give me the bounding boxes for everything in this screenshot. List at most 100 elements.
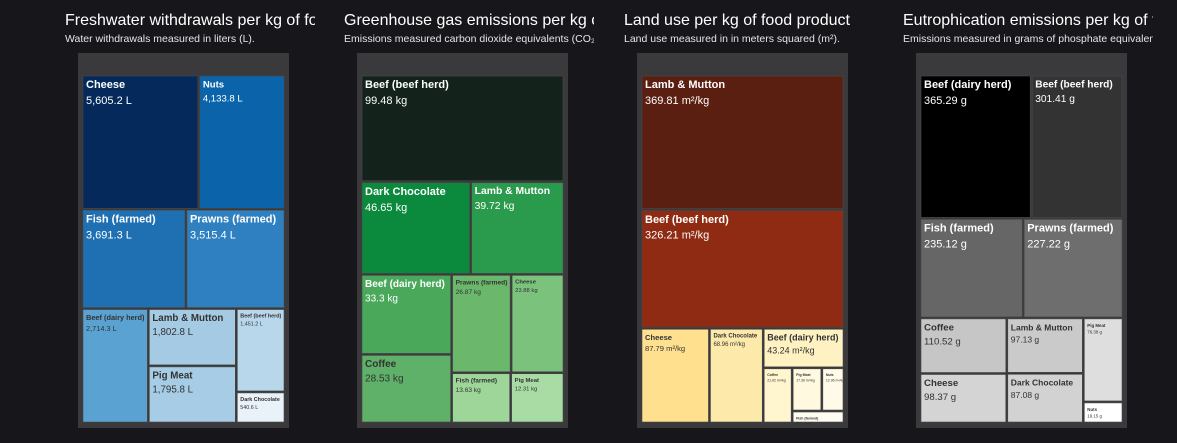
tile	[641, 75, 844, 209]
tile	[82, 209, 186, 308]
tile-label: Fish (farmed)	[796, 416, 818, 420]
tile	[1084, 318, 1123, 402]
tile-value: 301.41 g	[1035, 94, 1075, 105]
tile-value: 3,515.4 L	[190, 229, 236, 241]
tile-label: Beef (beef herd)	[240, 314, 281, 320]
chart-panel: Freshwater withdrawals per kg of food pr…	[65, 0, 315, 443]
tile-label: Pig Meat	[1087, 323, 1106, 328]
tile-label: Pig Meat	[796, 373, 811, 377]
tile	[1084, 402, 1123, 423]
tile-value: 68.96 m²/kg	[713, 342, 745, 348]
tile-label: Coffee	[365, 359, 397, 370]
tile	[82, 309, 148, 423]
treemap: Cheese 5,605.2 L Nuts 4,133.8 L Fish (farmed…	[78, 53, 289, 428]
tile	[763, 368, 792, 423]
tile	[149, 366, 236, 423]
chart-title: Land use per kg of food product	[624, 12, 850, 29]
tile-label: Cheese	[924, 378, 959, 389]
treemap: Beef (dairy herd) 365.29 g Beef (beef herd…	[916, 53, 1127, 428]
chart-subtitle: Emissions measured in grams of phosphate…	[903, 33, 1153, 45]
tile-value: 369.81 m²/kg	[645, 95, 709, 107]
chart-panel: Land use per kg of food product Land use …	[624, 0, 874, 443]
tile-label: Nuts	[203, 79, 224, 90]
tile	[511, 275, 564, 373]
tile-label: Nuts	[826, 373, 834, 377]
tile-value: 87.08 g	[1011, 390, 1040, 400]
tile-label: Fish (farmed)	[86, 213, 156, 225]
tile-label: Cheese	[515, 280, 537, 286]
tile-value: 33.3 kg	[365, 293, 398, 304]
tile-label: Prawns (farmed)	[1027, 223, 1114, 235]
tile-value: 13.63 kg	[456, 387, 481, 394]
tile-value: 12.31 kg	[515, 387, 538, 393]
tile-value: 21.62 m²/kg	[767, 378, 786, 382]
tile	[452, 373, 510, 423]
tile-label: Pig Meat	[152, 370, 193, 381]
tile-label: Beef (dairy herd)	[767, 333, 838, 343]
tile-label: Pig Meat	[515, 378, 539, 384]
chart-subtitle: Land use measured in in meters squared (…	[624, 33, 840, 45]
tile	[920, 374, 1007, 423]
tile	[763, 328, 844, 368]
tile-label: Beef (dairy herd)	[365, 279, 445, 290]
tile	[511, 373, 564, 423]
tile-label: Prawns (farmed)	[190, 213, 277, 225]
tile	[822, 368, 844, 411]
tile	[186, 209, 285, 308]
tile	[199, 75, 285, 209]
tile	[361, 355, 451, 423]
tile-label: Coffee	[924, 322, 955, 333]
tile-label: Beef (beef herd)	[645, 214, 729, 226]
tile-label: Cheese	[86, 79, 125, 91]
chart-panel: Greenhouse gas emissions per kg of food …	[344, 0, 594, 443]
tile	[361, 75, 564, 182]
tile-value: 46.65 kg	[365, 202, 407, 214]
tile-label: Dark Chocolate	[1011, 378, 1074, 388]
tile	[82, 75, 199, 209]
tile-label: Lamb & Mutton	[152, 313, 223, 324]
tile-label: Lamb & Mutton	[645, 79, 725, 91]
tile	[792, 411, 844, 423]
chart-subtitle: Water withdrawals measured in liters (L)…	[65, 33, 255, 45]
tile	[1031, 75, 1123, 218]
tile-label: Dark Chocolate	[240, 397, 280, 403]
tile-value: 19.15 g	[1087, 414, 1102, 419]
tile-label: Beef (dairy herd)	[86, 313, 145, 322]
tile-value: 39.72 kg	[475, 201, 515, 212]
tile-label: Beef (beef herd)	[1035, 79, 1113, 90]
tile-value: 5,605.2 L	[86, 95, 132, 107]
tile-value: 43.24 m²/kg	[767, 346, 814, 356]
tile-value: 87.79 m²/kg	[645, 344, 685, 353]
tile-value: 8.41 m²/kg	[796, 421, 813, 425]
tile-label: Dark Chocolate	[713, 333, 757, 339]
tile	[452, 275, 511, 373]
tile-label: Nuts	[1087, 407, 1097, 412]
tile-value: 326.21 m²/kg	[645, 230, 709, 242]
tile-value: 17.36 m²/kg	[796, 378, 815, 382]
tile	[710, 328, 763, 423]
tile-value: 365.29 g	[924, 95, 967, 107]
tile	[1007, 374, 1083, 423]
tile	[1023, 219, 1123, 318]
tile	[641, 328, 709, 423]
tile-value: 23.88 kg	[515, 288, 537, 294]
tile-value: 110.52 g	[924, 336, 961, 347]
tile-value: 1,802.8 L	[152, 327, 193, 338]
tile-value: 1,795.8 L	[152, 384, 193, 395]
tile	[237, 392, 285, 423]
tile	[792, 368, 822, 411]
tile-label: Prawns (farmed)	[456, 279, 508, 286]
chart-title: Freshwater withdrawals per kg of food pr…	[65, 12, 315, 29]
tile-value: 540.6 L	[240, 405, 258, 411]
tile-label: Dark Chocolate	[365, 186, 446, 198]
tile-label: Coffee	[767, 373, 778, 377]
tile-value: 4,133.8 L	[203, 93, 243, 104]
tile-value: 2,714.3 L	[86, 324, 117, 333]
tile	[361, 182, 470, 274]
tile-value: 12.96 m²/kg	[826, 378, 845, 382]
tile-label: Beef (beef herd)	[365, 79, 449, 91]
tile-value: 99.48 kg	[365, 95, 407, 107]
chart-title: Greenhouse gas emissions per kg of food …	[344, 12, 594, 29]
tile	[920, 219, 1023, 318]
tile-label: Fish (farmed)	[456, 378, 497, 385]
